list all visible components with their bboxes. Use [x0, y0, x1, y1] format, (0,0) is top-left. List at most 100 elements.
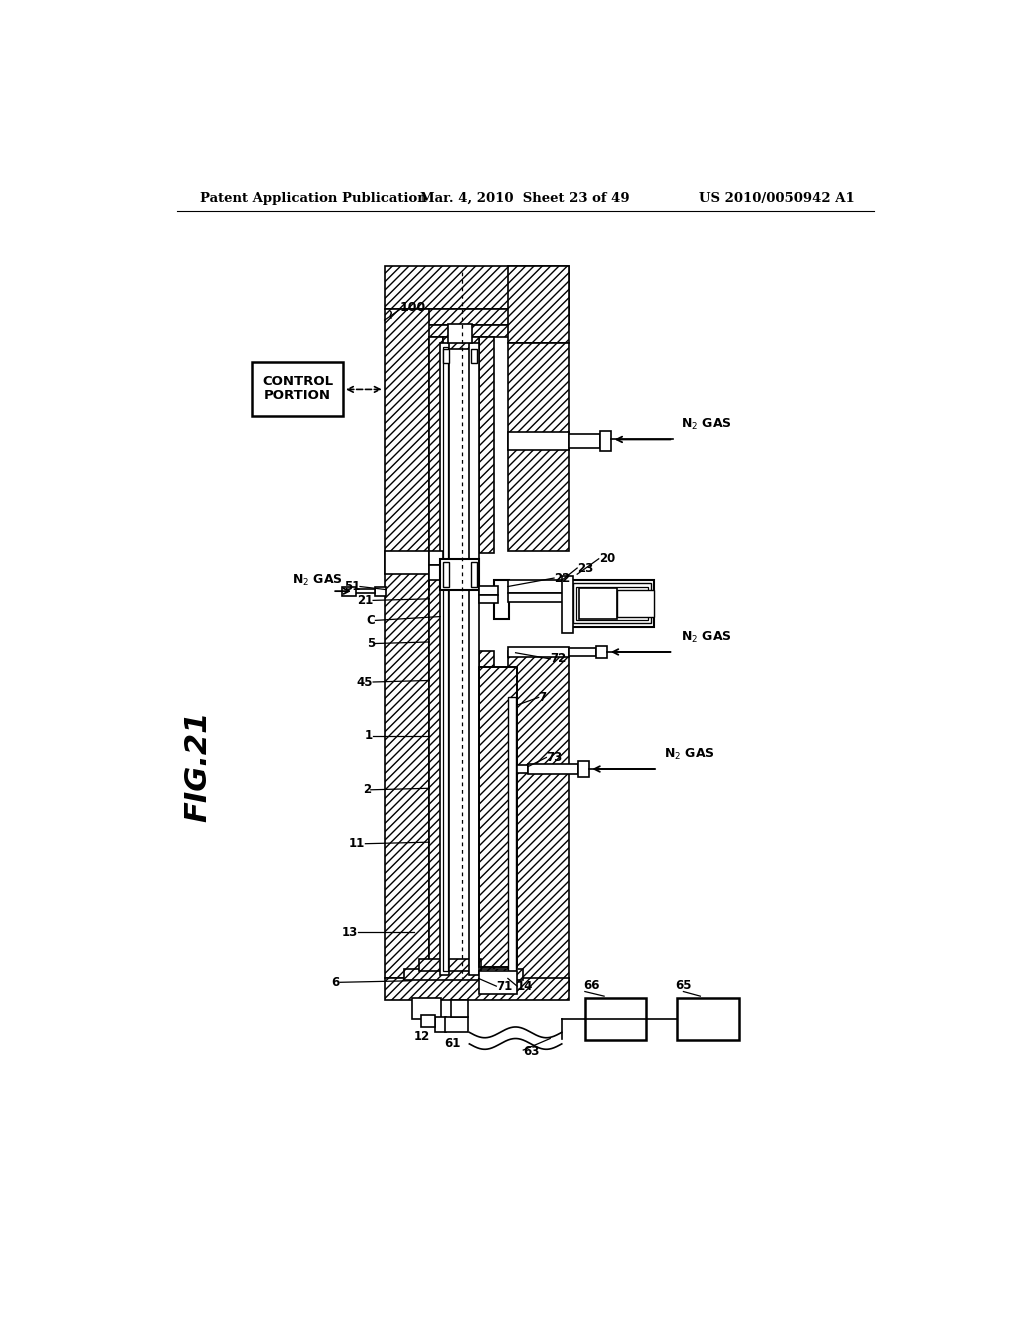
Text: 45: 45: [356, 676, 373, 689]
Text: ~: ~: [384, 308, 397, 318]
Text: 13: 13: [341, 925, 357, 939]
Text: 21: 21: [356, 594, 373, 607]
Bar: [385, 552, 429, 574]
Bar: [508, 267, 569, 343]
Bar: [496, 582, 508, 618]
Bar: [572, 583, 651, 623]
Bar: [478, 651, 494, 990]
Bar: [677, 998, 739, 1040]
Bar: [508, 651, 569, 990]
Bar: [508, 593, 569, 602]
Bar: [453, 1002, 466, 1015]
Bar: [478, 970, 517, 994]
Bar: [443, 350, 450, 363]
Bar: [596, 645, 607, 659]
Text: N$_2$ GAS: N$_2$ GAS: [681, 630, 732, 645]
Bar: [385, 978, 569, 1001]
Text: C: C: [367, 614, 376, 627]
Bar: [429, 565, 440, 581]
Bar: [562, 576, 572, 632]
Bar: [451, 1001, 468, 1016]
Bar: [494, 581, 509, 619]
Bar: [509, 648, 568, 656]
Text: 1: 1: [365, 730, 373, 742]
Text: 22: 22: [554, 572, 570, 585]
Text: 2: 2: [362, 783, 371, 796]
Text: 66: 66: [583, 978, 599, 991]
Bar: [585, 998, 646, 1040]
Text: 71: 71: [497, 979, 513, 993]
Bar: [528, 763, 578, 775]
Bar: [469, 343, 478, 974]
Bar: [443, 347, 447, 970]
Bar: [600, 430, 611, 451]
Bar: [578, 762, 589, 776]
Bar: [419, 960, 481, 970]
Bar: [412, 998, 441, 1019]
Bar: [444, 1016, 468, 1032]
Bar: [508, 432, 569, 450]
Bar: [508, 343, 569, 552]
Bar: [511, 343, 562, 359]
Text: N$_2$ GAS: N$_2$ GAS: [681, 417, 732, 432]
Bar: [563, 577, 571, 631]
Bar: [342, 586, 356, 595]
Bar: [478, 586, 498, 595]
Bar: [471, 350, 477, 363]
Text: 6: 6: [332, 975, 340, 989]
Bar: [416, 1001, 437, 1016]
Text: 14: 14: [517, 979, 534, 993]
Text: 73: 73: [547, 751, 562, 764]
Text: 51: 51: [344, 579, 360, 593]
Bar: [443, 562, 450, 586]
Text: 63: 63: [523, 1045, 540, 1059]
Bar: [376, 586, 386, 595]
Bar: [478, 667, 517, 966]
Bar: [575, 586, 648, 620]
Bar: [508, 647, 569, 657]
Bar: [579, 589, 617, 619]
Bar: [385, 267, 569, 309]
Text: Patent Application Publication: Patent Application Publication: [200, 191, 427, 205]
Bar: [517, 766, 528, 774]
Text: PORTION: PORTION: [264, 389, 331, 403]
Bar: [478, 667, 517, 966]
Bar: [447, 323, 472, 343]
Bar: [435, 1016, 446, 1032]
Bar: [450, 333, 471, 342]
Bar: [252, 363, 343, 416]
Text: FIG.21: FIG.21: [183, 711, 212, 822]
Bar: [354, 589, 376, 594]
Text: 12: 12: [414, 1030, 430, 1043]
Text: N$_2$ GAS: N$_2$ GAS: [292, 573, 343, 587]
Text: 20: 20: [599, 552, 615, 565]
Bar: [419, 326, 512, 337]
Text: 100: 100: [400, 301, 426, 314]
Bar: [480, 973, 515, 993]
Bar: [478, 337, 494, 553]
Bar: [569, 648, 596, 656]
Text: CONTROL: CONTROL: [262, 375, 333, 388]
Bar: [508, 697, 515, 974]
Text: N$_2$ GAS: N$_2$ GAS: [665, 747, 715, 762]
Bar: [441, 560, 477, 589]
Text: 23: 23: [578, 561, 594, 574]
Bar: [403, 969, 523, 979]
Bar: [440, 558, 478, 590]
Bar: [478, 595, 498, 603]
Bar: [569, 581, 654, 627]
Bar: [429, 552, 443, 565]
Text: Mar. 4, 2010  Sheet 23 of 49: Mar. 4, 2010 Sheet 23 of 49: [420, 191, 630, 205]
Text: 7: 7: [539, 690, 547, 704]
Bar: [385, 309, 429, 978]
Bar: [471, 562, 477, 586]
Bar: [403, 309, 569, 326]
Text: 11: 11: [349, 837, 366, 850]
Text: 61: 61: [444, 1038, 461, 1051]
Bar: [443, 337, 478, 350]
Text: 5: 5: [368, 638, 376, 649]
Bar: [509, 594, 568, 601]
Text: 65: 65: [675, 978, 691, 991]
Bar: [617, 590, 654, 618]
Bar: [421, 1015, 435, 1027]
